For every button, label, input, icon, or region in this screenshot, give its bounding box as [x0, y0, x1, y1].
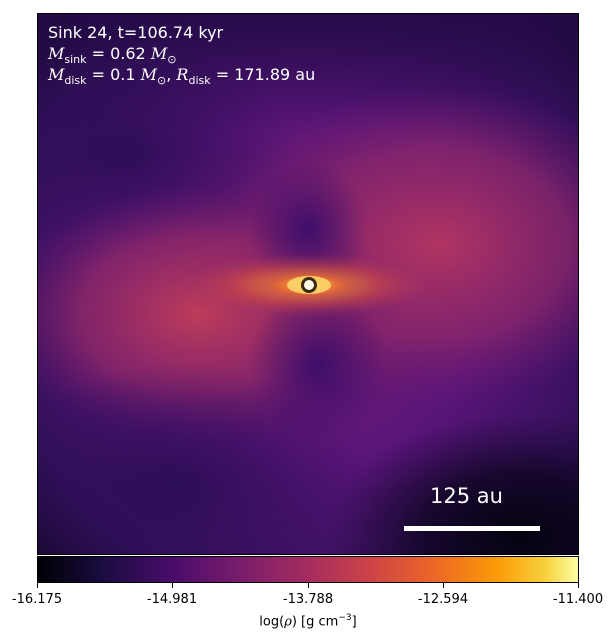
colorbar-tick	[37, 583, 38, 588]
scale-bar	[404, 526, 540, 531]
colorbar-tick-label: -12.594	[417, 592, 469, 607]
disk-properties-label: Mdisk = 0.1 M⊙, Rdisk = 171.89 au	[48, 65, 316, 88]
scale-bar-label: 125 au	[430, 484, 503, 508]
colorbar	[37, 556, 579, 583]
density-map-panel: Sink 24, t=106.74 kyr Msink = 0.62 M⊙ Md…	[37, 13, 579, 555]
colorbar-tick-label: -16.175	[11, 592, 63, 607]
sink-mass-label: Msink = 0.62 M⊙	[48, 44, 177, 67]
colorbar-tick-label: -11.400	[552, 592, 604, 607]
colorbar-tick	[308, 583, 309, 588]
sink-marker	[301, 277, 317, 293]
density-map	[38, 14, 578, 554]
colorbar-tick-label: -14.981	[146, 592, 198, 607]
colorbar-tick	[443, 583, 444, 588]
sink-time-label: Sink 24, t=106.74 kyr	[48, 23, 224, 42]
colorbar-tick-label: -13.788	[282, 592, 334, 607]
colorbar-tick	[578, 583, 579, 588]
colorbar-title: log(ρ) [g cm−3]	[259, 613, 357, 630]
colorbar-tick	[172, 583, 173, 588]
